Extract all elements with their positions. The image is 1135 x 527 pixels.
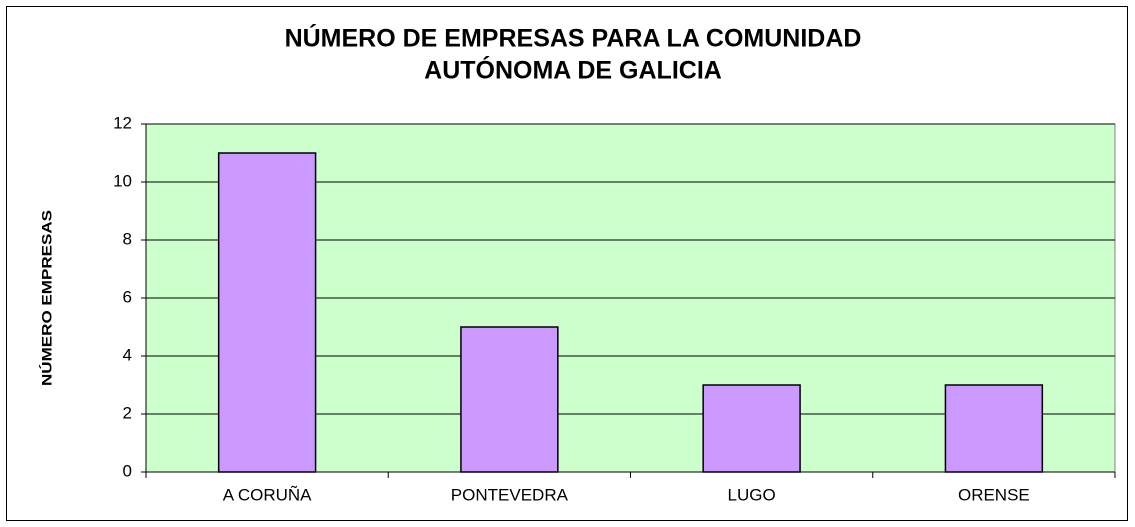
y-tick-label: 0 — [123, 461, 132, 480]
y-tick-label: 8 — [123, 229, 132, 248]
y-tick-label: 6 — [123, 287, 132, 306]
chart-title: NÚMERO DE EMPRESAS PARA LA COMUNIDAD — [285, 23, 862, 53]
chart-title: AUTÓNOMA DE GALICIA — [424, 55, 722, 85]
bar — [702, 384, 801, 473]
y-tick-label: 4 — [123, 345, 132, 364]
x-tick-label: LUGO — [728, 485, 776, 504]
bar — [944, 384, 1044, 473]
x-tick-label: A CORUÑA — [223, 485, 312, 504]
y-tick-label: 12 — [113, 113, 132, 132]
x-tick-label: PONTEVEDRA — [451, 485, 569, 504]
y-tick-label: 2 — [123, 403, 132, 422]
x-tick-label: ORENSE — [958, 485, 1030, 504]
y-tick-label: 10 — [113, 171, 132, 190]
bar — [460, 326, 559, 473]
bar — [217, 152, 317, 473]
y-axis-label: NÚMERO EMPRESAS — [38, 210, 55, 386]
